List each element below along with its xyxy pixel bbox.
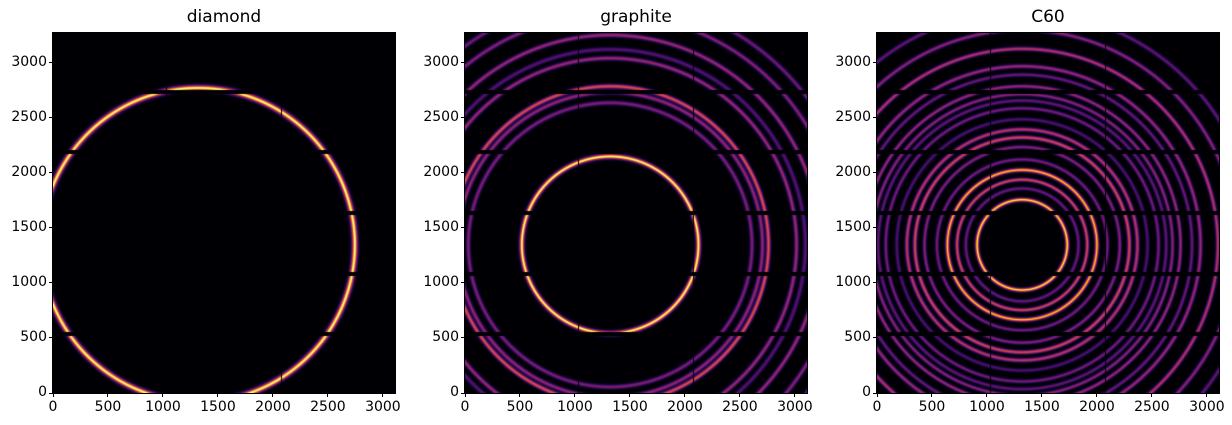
x-tick-label: 1500 — [1024, 399, 1060, 415]
y-tick-mark — [461, 172, 465, 174]
y-tick-mark — [49, 282, 53, 284]
diffraction-image-c60 — [464, 32, 808, 394]
panel-title-c60: C60 — [1031, 7, 1065, 27]
diffraction-image-diamond — [52, 32, 396, 394]
x-tick-label: 1000 — [145, 399, 181, 415]
y-tick-mark — [49, 392, 53, 394]
y-tick-mark — [873, 172, 877, 174]
x-tick-mark — [519, 393, 521, 397]
y-tick-label: 0 — [38, 384, 47, 400]
diffraction-image-c60 — [876, 32, 1220, 394]
x-tick-label: 2000 — [1079, 399, 1115, 415]
panel-c60: C60 0 500 1000 1500 2000 2500 3000 0 500 1000 1500… — [835, 7, 1225, 415]
panel-diamond: diamond 0 500 1000 1500 2000 2500 3000 0 500 1000… — [11, 7, 401, 415]
y-tick-mark — [873, 227, 877, 229]
y-tick-mark — [49, 227, 53, 229]
y-tick-label: 1000 — [835, 273, 871, 290]
y-tick-label: 500 — [844, 328, 871, 345]
axes-diamond: 0 500 1000 1500 2000 2500 3000 0 500 1000 1500 2000… — [11, 32, 401, 415]
y-tick-label: 1000 — [423, 273, 459, 290]
panel-title-diamond: diamond — [186, 7, 262, 27]
y-tick-mark — [461, 117, 465, 119]
y-tick-mark — [873, 282, 877, 284]
y-tick-label: 2000 — [423, 163, 459, 180]
x-tick-label: 1500 — [612, 399, 648, 415]
y-tick-mark — [49, 117, 53, 119]
x-tick-label: 3000 — [365, 399, 401, 415]
y-tick-mark — [49, 62, 53, 64]
x-tick-label: 1000 — [969, 399, 1005, 415]
x-tick-label: 500 — [918, 399, 946, 415]
y-tick-label: 1500 — [11, 218, 47, 235]
y-tick-mark — [873, 337, 877, 339]
axes-c60: 0 500 1000 1500 2000 2500 3000 0 500 1000 1500 2000… — [835, 32, 1225, 415]
x-tick-mark — [794, 393, 796, 397]
y-tick-label: 0 — [862, 384, 871, 400]
y-tick-label: 500 — [432, 328, 459, 345]
panel-graphite: graphite 0 500 1000 1500 2000 2500 3000 0 500 100… — [423, 7, 813, 415]
axes-graphite: 0 500 1000 1500 2000 2500 3000 0 500 1000 1500 2000… — [423, 32, 813, 415]
y-tick-mark — [461, 392, 465, 394]
x-tick-label: 0 — [872, 399, 882, 415]
y-tick-label: 1500 — [423, 218, 459, 235]
y-tick-label: 1000 — [11, 273, 47, 290]
y-tick-label: 3000 — [423, 53, 459, 70]
x-tick-label: 500 — [506, 399, 534, 415]
x-tick-label: 1000 — [557, 399, 593, 415]
y-tick-label: 2000 — [835, 163, 871, 180]
y-tick-label: 500 — [20, 328, 47, 345]
x-tick-label: 0 — [48, 399, 58, 415]
x-tick-mark — [739, 393, 741, 397]
x-tick-mark — [464, 393, 466, 397]
y-tick-mark — [461, 282, 465, 284]
y-tick-mark — [873, 392, 877, 394]
x-tick-mark — [574, 393, 576, 397]
panel-title-graphite: graphite — [600, 7, 672, 27]
x-tick-mark — [1206, 393, 1208, 397]
y-tick-label: 1500 — [835, 218, 871, 235]
y-tick-label: 2500 — [835, 108, 871, 125]
y-tick-label: 2500 — [11, 108, 47, 125]
x-tick-label: 1500 — [200, 399, 236, 415]
y-tick-label: 0 — [450, 384, 459, 400]
x-tick-label: 2500 — [310, 399, 346, 415]
x-tick-mark — [1096, 393, 1098, 397]
y-tick-mark — [49, 172, 53, 174]
x-tick-label: 2500 — [1134, 399, 1170, 415]
y-tick-label: 3000 — [11, 53, 47, 70]
x-tick-mark — [327, 393, 329, 397]
x-tick-mark — [272, 393, 274, 397]
x-tick-label: 2000 — [255, 399, 291, 415]
y-tick-mark — [461, 62, 465, 64]
x-tick-mark — [107, 393, 109, 397]
y-tick-mark — [461, 227, 465, 229]
x-tick-mark — [986, 393, 988, 397]
x-tick-mark — [52, 393, 54, 397]
x-tick-mark — [1151, 393, 1153, 397]
x-tick-mark — [162, 393, 164, 397]
x-tick-mark — [931, 393, 933, 397]
y-tick-mark — [49, 337, 53, 339]
x-tick-label: 3000 — [1189, 399, 1225, 415]
y-tick-mark — [873, 62, 877, 64]
x-tick-mark — [217, 393, 219, 397]
x-tick-mark — [876, 393, 878, 397]
x-tick-mark — [1041, 393, 1043, 397]
y-tick-mark — [461, 337, 465, 339]
x-tick-label: 2000 — [667, 399, 703, 415]
x-tick-label: 500 — [94, 399, 122, 415]
y-tick-label: 2500 — [423, 108, 459, 125]
y-tick-label: 3000 — [835, 53, 871, 70]
x-tick-mark — [629, 393, 631, 397]
y-tick-mark — [873, 117, 877, 119]
x-tick-label: 0 — [460, 399, 470, 415]
x-tick-label: 2500 — [722, 399, 758, 415]
x-tick-mark — [382, 393, 384, 397]
x-tick-label: 3000 — [777, 399, 813, 415]
x-tick-mark — [684, 393, 686, 397]
y-tick-label: 2000 — [11, 163, 47, 180]
